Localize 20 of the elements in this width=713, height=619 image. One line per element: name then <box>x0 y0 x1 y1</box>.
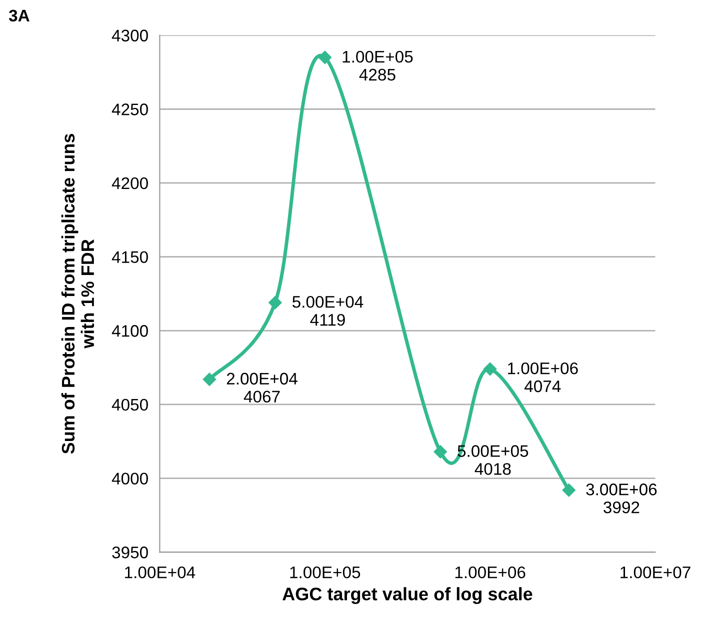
y-tick-label: 3950 <box>112 546 148 558</box>
x-axis-title: AGC target value of log scale <box>282 587 532 604</box>
data-label: 3.00E+06 3992 <box>586 484 657 514</box>
data-label: 1.00E+05 4285 <box>342 50 413 81</box>
x-tick-label: 1.00E+06 <box>455 566 526 578</box>
text: 3A <box>8 10 30 22</box>
y-tick-label: 4150 <box>112 251 148 263</box>
x-tick-label: 1.00E+05 <box>290 566 360 578</box>
data-label: 5.00E+04 4119 <box>292 296 364 326</box>
x-tick-label: 1.00E+04 <box>125 566 196 578</box>
data-label: 2.00E+04 4067 <box>226 372 298 403</box>
y-tick-label: 4100 <box>112 325 148 337</box>
y-tick-label: 4000 <box>112 472 148 485</box>
y-tick-label: 4200 <box>112 177 148 190</box>
y-tick-label: 4250 <box>112 104 148 116</box>
y-tick-label: 4300 <box>112 30 148 42</box>
y-axis-title: Sum of Protein ID from triplicate runs with 1% FDR <box>61 134 94 454</box>
x-tick-label: 1.00E+07 <box>620 566 690 578</box>
y-tick-label: 4050 <box>112 398 148 411</box>
data-label: 1.00E+06 4074 <box>508 362 578 392</box>
